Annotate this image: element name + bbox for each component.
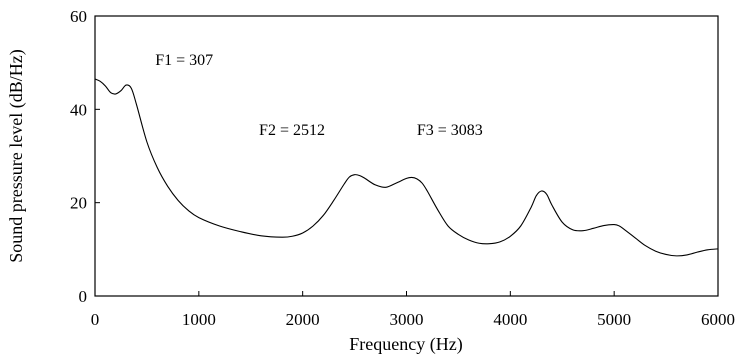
x-tick-label: 6000 [701,310,735,329]
x-tick-label: 0 [91,310,100,329]
x-tick-label: 5000 [597,310,631,329]
spectrum-line [94,78,719,257]
x-axis-ticks: 0 1000 2000 3000 4000 5000 6000 [91,291,735,329]
x-axis-label: Frequency (Hz) [349,334,462,355]
formant-label: F2 = 2512 [259,122,325,139]
y-tick-label: 0 [79,287,88,306]
x-tick-label: 4000 [493,310,527,329]
y-tick-label: 20 [70,194,87,213]
x-tick-label: 3000 [390,310,424,329]
x-tick-label: 2000 [286,310,320,329]
formant-annotations: F1 = 307 F2 = 2512 F3 = 3083 [155,52,483,139]
formant-label: F1 = 307 [155,52,213,69]
y-tick-label: 60 [70,7,87,26]
y-axis-label: Sound pressure level (dB/Hz) [6,49,27,262]
y-axis-ticks: 0 20 40 60 [70,7,100,306]
y-tick-label: 40 [70,100,87,119]
x-tick-label: 1000 [182,310,216,329]
formant-label: F3 = 3083 [417,122,483,139]
